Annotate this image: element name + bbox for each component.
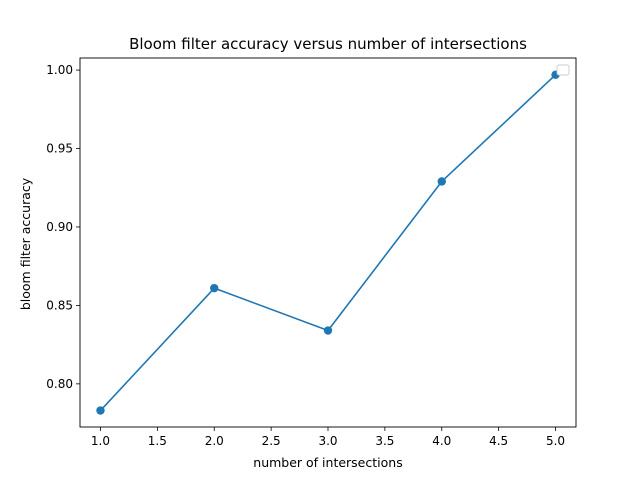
y-axis-label: bloom filter accuracy: [18, 177, 33, 310]
x-tick-label: 1.0: [91, 434, 110, 448]
plot-area: 1.0 1.5 2.0 2.5 3.0 3.5 4.0 4.5 5.0 0.80 0.85 0.90 0…: [46, 57, 577, 448]
x-axis-label: number of intersections: [253, 455, 402, 470]
data-point: [210, 283, 219, 293]
y-tick-label: 0.85: [46, 298, 73, 312]
axes-frame: [79, 57, 577, 428]
y-tick-label: 0.90: [46, 220, 73, 234]
legend-box: [556, 64, 570, 76]
data-point: [437, 177, 446, 186]
data-point: [323, 326, 333, 335]
x-tick-label: 1.5: [148, 434, 167, 448]
y-tick-label: 1.00: [46, 63, 73, 77]
x-tick-label: 2.0: [205, 434, 224, 448]
data-point: [96, 406, 105, 415]
x-tick-label: 4.0: [432, 434, 451, 448]
x-tick-label: 3.5: [375, 434, 394, 448]
x-tick-label: 2.5: [262, 434, 281, 448]
x-tick-label: 5.0: [546, 434, 565, 448]
x-tick-label: 3.0: [318, 434, 337, 448]
y-tick-label: 0.80: [46, 377, 73, 391]
x-tick-label: 4.5: [489, 434, 508, 448]
chart-title: Bloom filter accuracy versus number of i…: [129, 35, 527, 53]
y-tick-label: 0.95: [46, 142, 73, 156]
